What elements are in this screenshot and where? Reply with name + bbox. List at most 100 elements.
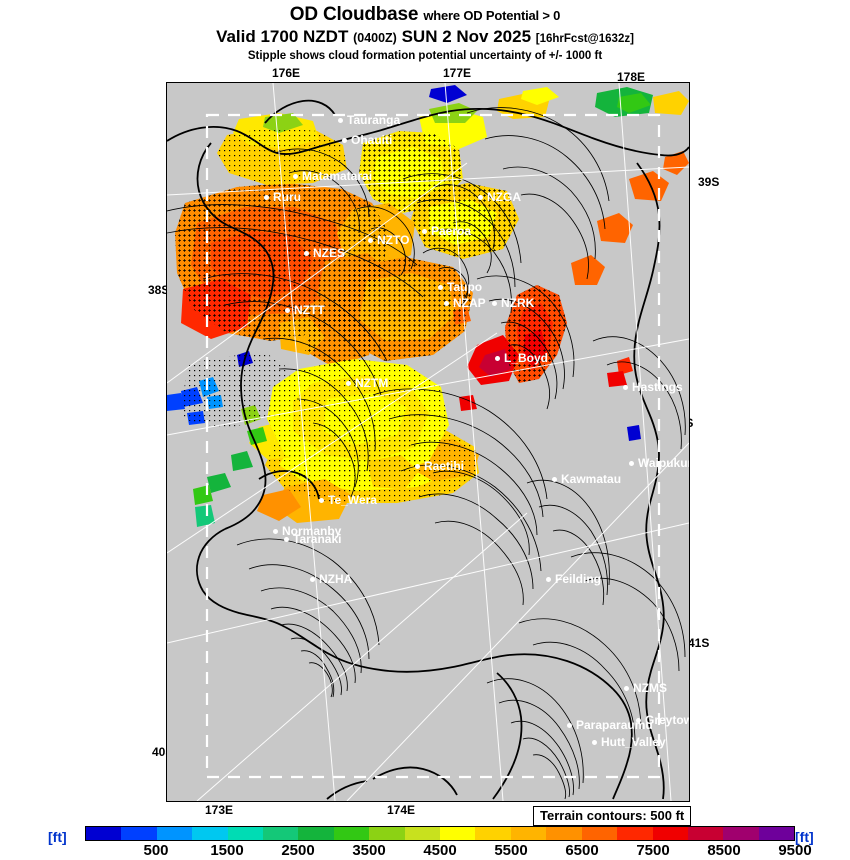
place-label: NZTO	[377, 233, 410, 247]
station-dot-icon	[338, 117, 343, 123]
place-label: NZES	[313, 246, 346, 260]
place-label: Matamatarai	[302, 169, 373, 183]
place-label: Raetihi	[424, 459, 465, 473]
map-frame[interactable]: Tauranga Ohauiti Matamatarai Ruru NZGA Paeroa…	[166, 82, 690, 802]
place-label: Taranaki	[293, 532, 342, 546]
axis-label-right-41S: 41S	[688, 636, 710, 650]
colorbar-segment-15	[617, 827, 653, 840]
colorbar-tick-3500: 3500	[352, 842, 386, 859]
station-dot-icon	[342, 137, 347, 143]
terrain-contours	[167, 107, 686, 800]
station-dot-icon	[495, 355, 500, 361]
place-marker: Taranaki	[284, 533, 341, 545]
colorbar-segment-14	[581, 827, 618, 840]
place-label: Paeroa	[431, 224, 472, 238]
place-marker: Raetihi	[415, 460, 464, 472]
station-dot-icon	[422, 228, 427, 234]
place-marker: NZMS	[624, 682, 667, 694]
map-canvas[interactable]	[167, 83, 689, 801]
terrain-contour-legend: Terrain contours: 500 ft	[533, 806, 692, 826]
place-marker: Kawmatau	[552, 473, 621, 485]
axis-label-top-176E: 176E	[272, 66, 301, 80]
place-marker: NZTO	[368, 234, 409, 246]
colorbar-segment-17	[687, 827, 724, 840]
valid-time-utc: (0400Z)	[353, 31, 397, 45]
place-marker: Paraparaumu	[567, 719, 653, 731]
place-label: Paraparaumu	[576, 718, 653, 732]
colorbar-segment-7	[333, 827, 370, 840]
colorbar-segment-8	[369, 827, 405, 840]
place-marker: NZRK	[492, 297, 534, 309]
colorbar-segment-0	[86, 827, 122, 840]
title-subtitle: Stipple shows cloud formation potential …	[247, 50, 603, 62]
station-dot-icon	[478, 194, 483, 200]
station-dot-icon	[624, 685, 629, 691]
place-label: Taupo	[447, 280, 483, 294]
station-dot-icon	[567, 722, 572, 728]
place-marker: Paeroa	[422, 225, 471, 237]
place-label: Ohauiti	[351, 133, 393, 147]
axis-label-bottom-173E: 173E	[205, 803, 234, 817]
axis-label-right-39S: 39S	[698, 175, 720, 189]
station-dot-icon	[546, 576, 551, 582]
place-label: L_Boyd	[504, 351, 549, 365]
place-marker: Tauranga	[338, 114, 400, 126]
place-label: NZHA	[319, 572, 353, 586]
graticule	[167, 83, 689, 801]
axis-label-top-178E: 178E	[617, 70, 646, 84]
colorbar-segment-12	[510, 827, 547, 840]
station-dot-icon	[346, 380, 351, 386]
place-marker: NZES	[304, 247, 345, 259]
place-label: NZTM	[355, 376, 389, 390]
colorbar-segment-4	[227, 827, 264, 840]
colorbar-tick-1500: 1500	[210, 842, 244, 859]
axis-label-bottom-174E: 174E	[387, 803, 416, 817]
colorbar-container: [ft] 500 1500 2500 3500 4500 5500 6500 7500 8500…	[0, 826, 850, 860]
place-marker: NZTM	[346, 377, 388, 389]
colorbar-segment-13	[546, 827, 582, 840]
place-marker: Ruru	[264, 191, 301, 203]
axis-label-left-38S: 38S	[148, 283, 170, 297]
place-label: NZMS	[633, 681, 667, 695]
colorbar-tick-2500: 2500	[281, 842, 315, 859]
colorbar-tick-labels: 500 1500 2500 3500 4500 5500 6500 7500 8500 9500	[85, 842, 811, 860]
valid-date: SUN 2 Nov 2025	[401, 27, 532, 46]
place-label: Ruru	[273, 190, 301, 204]
station-dot-icon	[438, 284, 443, 290]
place-label: Kawmatau	[561, 472, 622, 486]
station-dot-icon	[592, 739, 597, 745]
title-main: OD Cloudbase	[289, 4, 419, 25]
place-label: Greytown	[645, 713, 689, 727]
colorbar-segment-18	[723, 827, 759, 840]
page-title: OD Cloudbase where OD Potential > 0	[0, 0, 850, 27]
place-label: NZRK	[501, 296, 535, 310]
station-dot-icon	[415, 463, 420, 469]
axis-label-top-177E: 177E	[443, 66, 472, 80]
station-dot-icon	[284, 536, 289, 542]
station-dot-icon	[552, 476, 557, 482]
place-marker: Hastings	[623, 381, 683, 393]
colorbar-tick-7500: 7500	[636, 842, 670, 859]
place-marker: Hutt_Valley	[592, 736, 666, 748]
colorbar-scale[interactable]	[85, 826, 795, 841]
station-dot-icon	[264, 194, 269, 200]
place-label: Tauranga	[347, 113, 401, 127]
forecast-domain-box	[205, 113, 661, 779]
colorbar-tick-9500: 9500	[778, 842, 812, 859]
place-marker: Waipukurau	[629, 456, 689, 470]
station-dot-icon	[368, 237, 373, 243]
station-dot-icon	[444, 300, 449, 306]
place-marker: L_Boyd	[495, 352, 548, 364]
place-marker: Greytown	[636, 713, 689, 727]
place-marker: Feilding	[546, 573, 601, 585]
colorbar-segment-6	[298, 827, 334, 840]
place-label: NZGA	[487, 190, 521, 204]
place-label: Waipukurau	[638, 456, 689, 470]
colorbar-tick-6500: 6500	[565, 842, 599, 859]
place-marker: Normanby	[273, 525, 341, 537]
place-marker: NZHA	[310, 573, 352, 585]
colorbar-segment-19	[758, 827, 795, 840]
place-label: Normanby	[282, 524, 342, 538]
title-main-suffix: where OD Potential > 0	[423, 8, 561, 23]
place-label: NZTT	[294, 303, 325, 317]
